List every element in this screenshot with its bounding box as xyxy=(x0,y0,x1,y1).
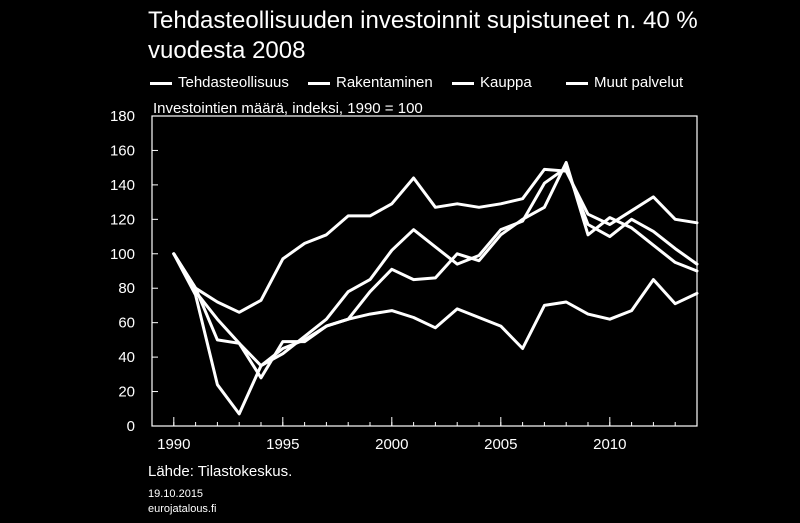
y-tick-label: 120 xyxy=(110,211,135,228)
site-name: eurojatalous.fi xyxy=(148,503,217,515)
chart-subtitle: Investointien määrä, indeksi, 1990 = 100 xyxy=(153,100,423,117)
x-tick-label: 2005 xyxy=(484,436,517,453)
legend-label-kauppa: Kauppa xyxy=(480,74,532,91)
x-tick-label: 2000 xyxy=(375,436,408,453)
y-tick-label: 80 xyxy=(118,280,135,297)
legend-label-rakentaminen: Rakentaminen xyxy=(336,74,433,91)
y-tick-label: 60 xyxy=(118,315,135,332)
y-tick-label: 20 xyxy=(118,384,135,401)
source-note: Lähde: Tilastokeskus. xyxy=(148,463,293,480)
y-tick-label: 0 xyxy=(127,418,135,435)
legend-swatch xyxy=(150,82,172,85)
series-line-rakentaminen xyxy=(172,252,699,368)
legend-swatch xyxy=(308,82,330,85)
legend-swatch xyxy=(452,82,474,85)
y-tick-label: 160 xyxy=(110,142,135,159)
y-tick-label: 40 xyxy=(118,349,135,366)
chart-title: Tehdasteollisuuden investoinnit supistun… xyxy=(148,7,698,64)
plot-frame xyxy=(151,115,698,427)
publication-date: 19.10.2015 xyxy=(148,488,204,500)
series-line-muut-palvelut xyxy=(172,166,699,416)
y-tick-label: 100 xyxy=(110,246,135,263)
x-tick-label: 1990 xyxy=(157,436,190,453)
y-tick-label: 180 xyxy=(110,108,135,125)
x-tick-label: 2010 xyxy=(593,436,626,453)
legend-label-tehdasteollisuus: Tehdasteollisuus xyxy=(178,74,289,91)
legend-label-muut-palvelut: Muut palvelut xyxy=(594,74,684,91)
series-line-kauppa xyxy=(172,161,699,380)
y-tick-label: 140 xyxy=(110,177,135,194)
series-line-tehdasteollisuus xyxy=(172,167,699,314)
legend-swatch xyxy=(566,82,588,85)
x-tick-label: 1995 xyxy=(266,436,299,453)
